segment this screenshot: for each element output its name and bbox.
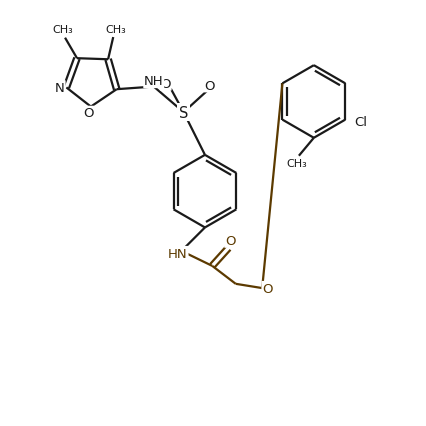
Text: O: O — [160, 78, 170, 91]
Text: NH: NH — [144, 75, 163, 88]
Text: O: O — [262, 282, 272, 295]
Text: O: O — [225, 235, 235, 248]
Text: O: O — [83, 107, 94, 120]
Text: CH₃: CH₃ — [105, 24, 125, 35]
Text: O: O — [204, 80, 214, 92]
Text: CH₃: CH₃ — [286, 159, 306, 169]
Text: S: S — [178, 105, 188, 121]
Text: Cl: Cl — [354, 116, 367, 129]
Text: HN: HN — [168, 247, 187, 260]
Text: N: N — [55, 82, 65, 95]
Text: CH₃: CH₃ — [52, 25, 73, 35]
